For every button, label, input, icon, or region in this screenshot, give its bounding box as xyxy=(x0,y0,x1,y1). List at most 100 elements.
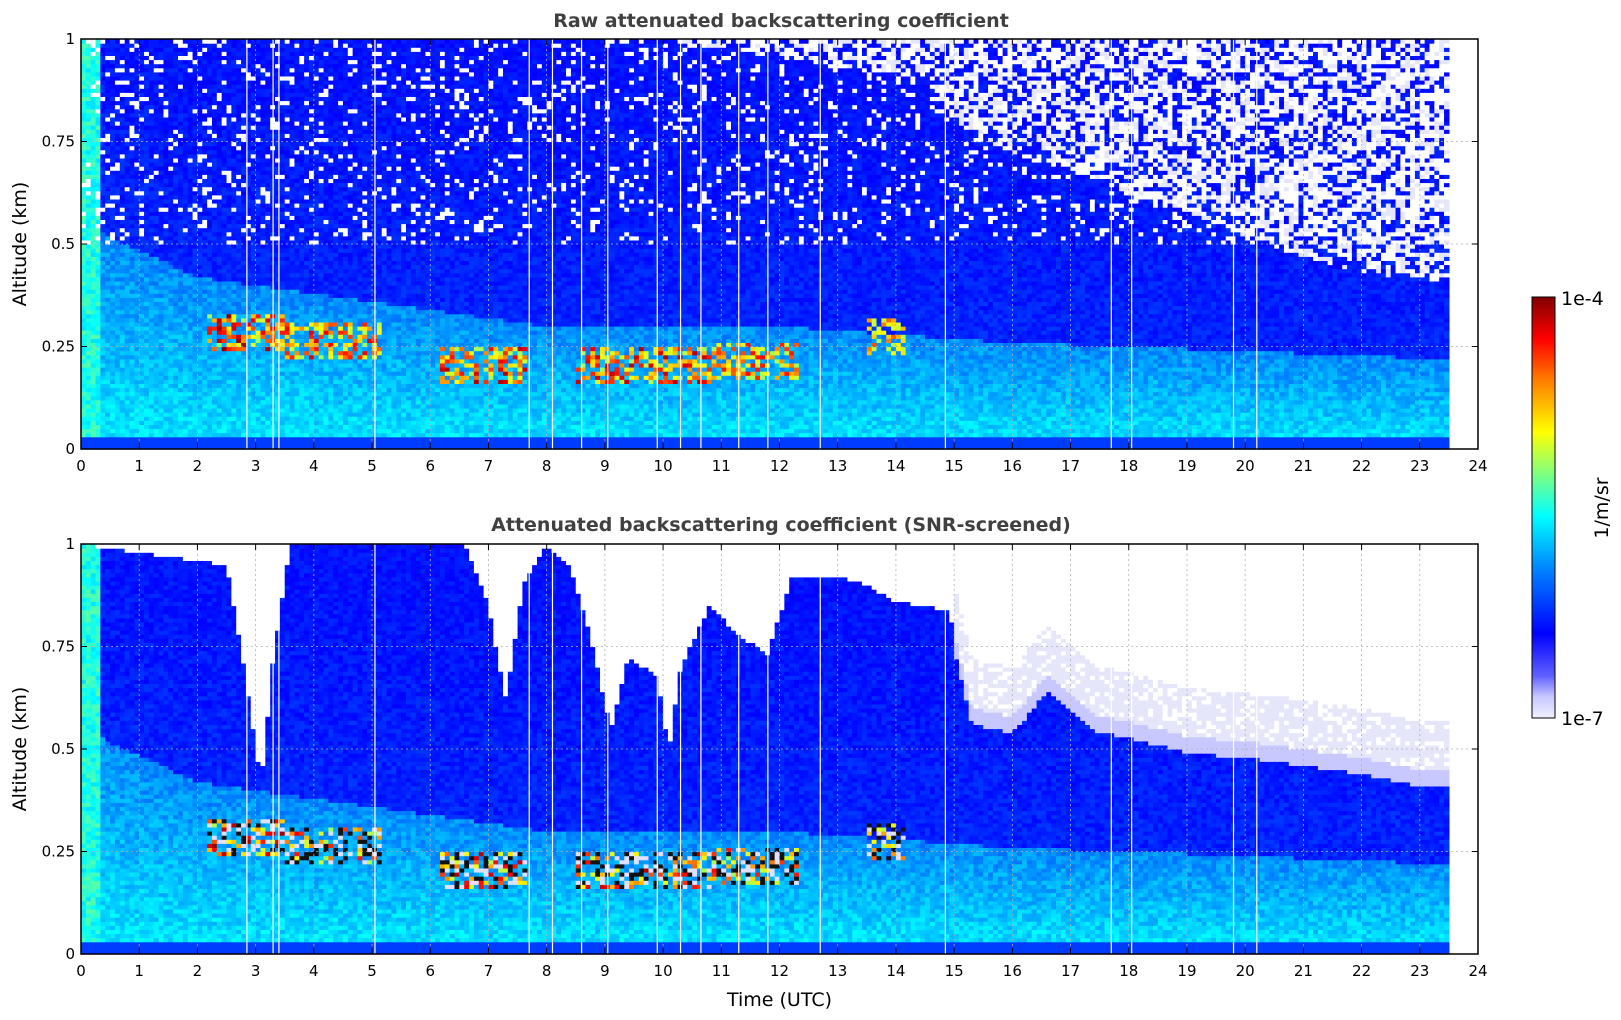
heatmap-cell xyxy=(144,162,149,167)
heatmap-cell xyxy=(120,404,125,409)
heatmap-cell xyxy=(81,113,86,118)
heatmap-cell xyxy=(110,297,115,302)
heatmap-cell xyxy=(139,121,144,126)
heatmap-cell xyxy=(86,416,91,421)
heatmap-cell xyxy=(115,183,120,188)
heatmap-cell xyxy=(110,174,115,179)
heatmap-cell xyxy=(91,224,96,229)
heatmap-cell xyxy=(149,351,154,356)
heatmap-cell xyxy=(81,441,86,446)
heatmap-cell xyxy=(115,232,120,237)
heatmap-cell xyxy=(130,170,135,175)
heatmap-cell xyxy=(100,92,105,97)
heatmap-cell xyxy=(130,277,135,282)
heatmap-cell xyxy=(115,322,120,327)
heatmap-cell xyxy=(96,408,101,413)
heatmap-cell xyxy=(81,379,86,384)
heatmap-cell xyxy=(110,142,115,147)
heatmap-cell xyxy=(91,383,96,388)
heatmap-cell xyxy=(105,76,110,81)
heatmap-cell xyxy=(120,228,125,233)
heatmap-cell xyxy=(105,252,110,257)
heatmap-cell xyxy=(81,174,86,179)
heatmap-cell xyxy=(120,121,125,126)
heatmap-cell xyxy=(100,416,105,421)
heatmap-cell xyxy=(144,424,149,429)
heatmap-cell xyxy=(163,338,168,343)
heatmap-cell xyxy=(130,330,135,335)
heatmap-cell xyxy=(81,412,86,417)
heatmap-cell xyxy=(100,289,105,294)
heatmap-cell xyxy=(110,330,115,335)
heatmap-cell xyxy=(159,285,164,290)
heatmap-cell xyxy=(154,281,159,286)
heatmap-cell xyxy=(86,330,91,335)
heatmap-cell xyxy=(149,51,154,56)
heatmap-cell xyxy=(163,412,168,417)
heatmap-cell xyxy=(105,150,110,155)
heatmap-cell xyxy=(130,396,135,401)
heatmap-cell xyxy=(149,187,154,192)
heatmap-cell xyxy=(100,285,105,290)
heatmap-cell xyxy=(139,228,144,233)
heatmap-cell xyxy=(125,412,130,417)
heatmap-cell xyxy=(139,232,144,237)
heatmap-cell xyxy=(96,285,101,290)
heatmap-cell xyxy=(120,326,125,331)
heatmap-cell xyxy=(120,60,125,65)
heatmap-cell xyxy=(110,388,115,393)
heatmap-cell xyxy=(149,60,154,65)
heatmap-cell xyxy=(86,326,91,331)
heatmap-cell xyxy=(159,43,164,48)
heatmap-cell xyxy=(149,228,154,233)
heatmap-cell xyxy=(81,183,86,188)
heatmap-cell xyxy=(105,289,110,294)
heatmap-cell xyxy=(139,158,144,163)
heatmap-cell xyxy=(100,392,105,397)
heatmap-cell xyxy=(159,351,164,356)
heatmap-cell xyxy=(96,224,101,229)
heatmap-cell xyxy=(96,60,101,65)
heatmap-cell xyxy=(110,113,115,118)
heatmap-cell xyxy=(149,211,154,216)
heatmap-cell xyxy=(115,265,120,270)
heatmap-cell xyxy=(110,265,115,270)
heatmap-cell xyxy=(159,289,164,294)
heatmap-cell xyxy=(86,178,91,183)
heatmap-cell xyxy=(110,150,115,155)
heatmap-cell xyxy=(139,252,144,257)
heatmap-cell xyxy=(125,64,130,69)
heatmap-cell xyxy=(81,338,86,343)
heatmap-cell xyxy=(149,306,154,311)
heatmap-cell xyxy=(91,404,96,409)
heatmap-cell xyxy=(115,371,120,376)
heatmap-cell xyxy=(105,429,110,434)
heatmap-cell xyxy=(125,334,130,339)
heatmap-cell xyxy=(110,183,115,188)
heatmap-cell xyxy=(81,117,86,122)
heatmap-cell xyxy=(110,219,115,224)
heatmap-cell xyxy=(115,96,120,101)
heatmap-cell xyxy=(139,367,144,372)
heatmap-cell xyxy=(149,248,154,253)
heatmap-cell xyxy=(91,43,96,48)
heatmap-cell xyxy=(105,236,110,241)
heatmap-cell xyxy=(81,306,86,311)
heatmap-cell xyxy=(159,260,164,265)
heatmap-cell xyxy=(149,166,154,171)
heatmap-cell xyxy=(125,433,130,438)
heatmap-cell xyxy=(91,211,96,216)
heatmap-cell xyxy=(159,55,164,60)
heatmap-cell xyxy=(144,84,149,89)
heatmap-cell xyxy=(130,207,135,212)
heatmap-cell xyxy=(149,297,154,302)
heatmap-cell xyxy=(81,178,86,183)
heatmap-cell xyxy=(144,133,149,138)
heatmap-cell xyxy=(130,359,135,364)
heatmap-cell xyxy=(154,215,159,220)
heatmap-cell xyxy=(86,76,91,81)
heatmap-cell xyxy=(105,170,110,175)
heatmap-cell xyxy=(100,273,105,278)
heatmap-cell xyxy=(139,244,144,249)
heatmap-cell xyxy=(91,109,96,114)
